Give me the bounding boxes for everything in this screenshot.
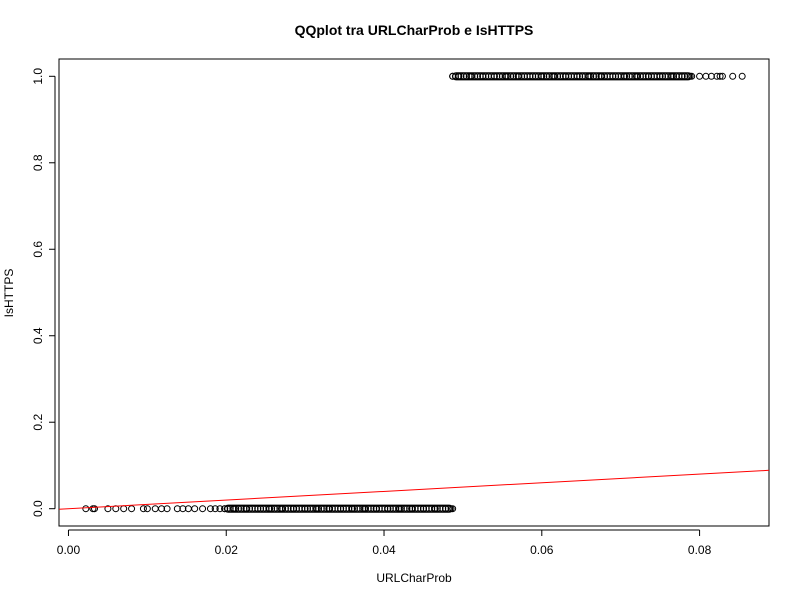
data-point [128,505,136,513]
reference-line-group [58,469,770,510]
chart-title: QQplot tra URLCharProb e IsHTTPS [295,22,534,38]
data-points [82,72,746,513]
x-tick-label: 0.04 [372,543,396,557]
data-point [191,505,199,513]
data-point [686,72,694,80]
data-point [91,505,98,513]
y-tick-label: 1.0 [31,68,45,85]
data-point [199,505,207,513]
data-point [683,72,691,80]
y-tick-label: 0.0 [31,500,45,517]
y-axis: 0.0 0.2 0.4 0.6 0.8 1.0 [31,68,56,517]
x-axis-label: URLCharProb [376,571,452,585]
x-tick-label: 0.06 [530,543,554,557]
plot-frame [58,58,770,527]
data-point [139,505,147,513]
x-tick-label: 0.00 [57,543,81,557]
data-point [82,505,90,513]
reference-line [58,469,770,510]
data-point [211,505,219,513]
data-point [216,505,224,513]
data-point [447,505,455,513]
data-point [143,505,151,513]
data-point [729,72,737,80]
x-tick-label: 0.02 [215,543,239,557]
data-point [444,505,452,513]
data-point [738,72,746,80]
data-point [696,72,704,80]
y-tick-label: 0.2 [31,414,45,431]
data-point [104,505,112,513]
data-point [206,505,214,513]
data-point [120,505,128,513]
y-tick-label: 0.4 [31,327,45,344]
data-point [151,505,159,513]
x-tick-label: 0.08 [688,543,712,557]
y-tick-label: 0.6 [31,241,45,258]
data-point [716,72,724,80]
x-axis: 0.00 0.02 0.04 0.06 0.08 [57,529,712,557]
y-tick-label: 0.8 [31,154,45,171]
y-axis-label: IsHTTPS [2,269,16,318]
data-point [163,505,171,513]
data-point [718,72,726,80]
